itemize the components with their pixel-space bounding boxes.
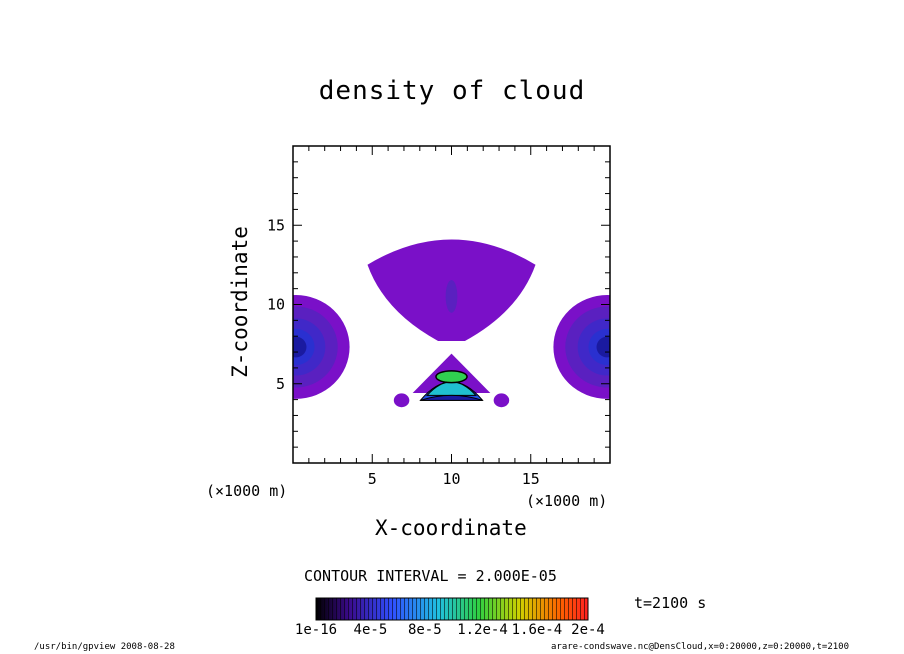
contour-regions [293,239,610,408]
contour-fill [596,336,610,358]
x-axis-title: X-coordinate [375,516,527,540]
colorbar-tick-label: 1.6e-4 [511,622,563,638]
y-unit-label: (×1000 m) [206,482,288,500]
contour-fill [393,393,410,408]
contour-interval-label: CONTOUR INTERVAL = 2.000E-05 [304,567,557,585]
footer-left: /usr/bin/gpview 2008-08-28 [34,642,175,652]
time-label: t=2100 s [634,594,707,612]
contour-fill [445,279,458,313]
footer-right: arare-condswave.nc@DensCloud,x=0:20000,z… [551,642,850,652]
contour-fill [293,336,307,358]
chart-title: density of cloud [318,76,586,106]
y-axis-title: Z-coordinate [228,226,252,378]
colorbar-frame [315,597,589,621]
colorbar-tick-label: 8e-5 [407,622,442,638]
y-tick-label: 5 [276,375,285,393]
region-right-edge-cloud [553,295,610,399]
colorbar-tick-label: 1.2e-4 [457,622,508,638]
x-unit-label: (×1000 m) [526,492,608,510]
axis-ticks: 5 10 15 5 10 15 [267,146,610,488]
contour-fill [493,393,510,408]
x-tick-label: 15 [522,470,540,488]
x-tick-label: 10 [442,470,460,488]
colorbar-tick-label: 2e-4 [571,622,605,638]
colorbar-tick-label: 4e-5 [353,622,388,638]
x-tick-label: 5 [368,470,377,488]
y-tick-label: 15 [267,216,285,234]
contour-fill [420,394,483,401]
colorbar-tick-label: 1e-16 [294,622,338,638]
y-tick-label: 10 [267,296,285,314]
region-upper-cloud [367,239,536,341]
region-core-cloud [393,353,510,408]
contour-fill [435,370,468,384]
colorbar-stripes [316,598,588,620]
